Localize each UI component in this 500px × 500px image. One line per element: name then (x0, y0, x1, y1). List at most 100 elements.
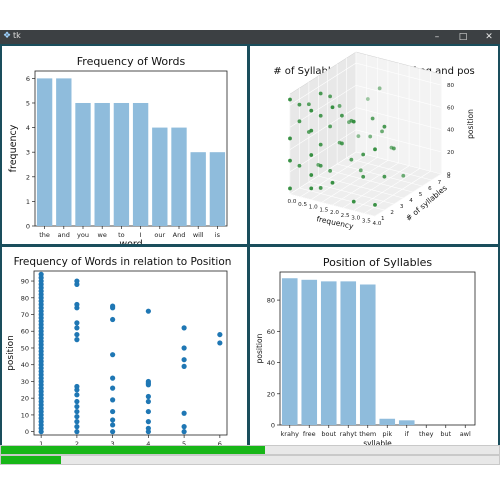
z-tick-label: 40 (447, 128, 455, 134)
minimize-button[interactable]: – (434, 32, 440, 42)
y-tick-label: 2 (26, 173, 30, 181)
x-tick-label: 1.0 (309, 205, 318, 211)
syllables-3d-chart: # of Syllables in relation to freq and p… (273, 51, 475, 231)
scatter-point (74, 331, 80, 338)
scatter3d-point (356, 134, 361, 139)
scatter3d-point (377, 86, 382, 91)
scatter3d-point (309, 108, 314, 113)
scatter-point (181, 410, 187, 416)
bar-to (113, 102, 130, 226)
scatter-point (74, 408, 80, 415)
scatter3d-point (309, 173, 314, 177)
progress-bar-1 (0, 445, 500, 455)
scatter-point (110, 408, 116, 415)
x-tick-label: 3.5 (362, 218, 371, 224)
x-tick-label: 1 (39, 440, 43, 448)
scatter3d-point (382, 174, 387, 179)
scatter-point (181, 325, 187, 331)
y-axis-label: position (255, 333, 264, 363)
scatter3d-point (288, 186, 292, 191)
scatter-point (110, 352, 116, 358)
y-tick-label: 10 (21, 411, 29, 419)
y-tick-label: 6 (26, 75, 30, 83)
y-tick-label: 0 (26, 223, 30, 231)
close-button[interactable]: ✕ (485, 32, 493, 42)
bar-And (171, 127, 187, 226)
scatter3d-point (370, 116, 375, 121)
scatter-point (217, 340, 223, 346)
x-tick-label: you (77, 231, 89, 239)
x-tick-label: 3.0 (351, 216, 360, 222)
x-tick-label: to (118, 231, 125, 239)
scatter-point (181, 345, 187, 351)
scatter-point (74, 413, 80, 420)
bar-the (36, 78, 53, 226)
x-tick-label: 2.0 (330, 210, 339, 216)
scatter3d-point (318, 163, 323, 168)
scatter3d-point (288, 136, 292, 141)
grid-line (289, 84, 442, 128)
z-tick-label: 20 (447, 150, 455, 156)
scatter3d-point (328, 94, 333, 99)
scatter-point (74, 337, 80, 343)
window-title: tk (13, 31, 21, 40)
progress-bar-2 (0, 455, 500, 465)
x-tick-label: 5 (182, 440, 186, 448)
x-tick-label: 2.5 (341, 213, 350, 219)
bar-free (301, 279, 318, 425)
scatter3d-point (365, 97, 370, 101)
scatter-point (110, 385, 116, 391)
x-tick-label: free (303, 430, 316, 438)
bar-rahyt (340, 281, 357, 425)
chart-title: Frequency of Words in relation to Positi… (14, 256, 232, 268)
position-scatter-panel: Frequency of Words in relation to Positi… (2, 247, 247, 454)
scatter3d-point (288, 158, 292, 163)
y-tick-label: 90 (21, 278, 29, 286)
scatter-point (145, 378, 151, 385)
y-tick-label: 2 (390, 210, 394, 216)
scatter-point (110, 417, 116, 423)
grid-line (289, 107, 442, 150)
scatter-point (181, 357, 187, 363)
maximize-button[interactable]: □ (458, 32, 468, 42)
scatter3d-point (328, 168, 333, 173)
scatter-point (74, 419, 80, 425)
scatter3d-point (297, 119, 302, 124)
y-tick-label: 6 (428, 186, 432, 192)
x-tick-label: 1.5 (319, 207, 328, 213)
scatter3d-point (288, 97, 292, 102)
z-tick-label: 0 (447, 172, 451, 178)
python-feather-icon: ❖ (3, 31, 12, 41)
scatter3d-point (361, 152, 366, 157)
y-tick-label: 80 (21, 294, 29, 302)
scatter3d-point (309, 186, 314, 191)
scatter-point (74, 424, 80, 430)
x-tick-label: 0.5 (298, 202, 307, 208)
scatter-point (74, 392, 80, 398)
y-tick-label: 50 (21, 344, 29, 352)
y-tick-label: 1 (26, 198, 30, 206)
bar-I (132, 102, 149, 226)
scatter-point (217, 331, 223, 338)
scatter-point (145, 408, 151, 415)
scatter-point (110, 303, 116, 309)
scatter-point (74, 320, 80, 326)
x-tick-label: is (215, 231, 221, 239)
y-tick-label: 5 (419, 192, 423, 198)
z-axis-label: position (466, 109, 475, 139)
plot-frame (279, 271, 476, 426)
y-tick-label: 40 (267, 359, 275, 367)
grid-line (289, 129, 442, 173)
x-tick-label: our (154, 231, 165, 239)
x-tick-label: And (173, 231, 186, 239)
scatter-point (145, 393, 151, 400)
scatter3d-point (297, 102, 302, 107)
x-tick-label: pik (382, 430, 392, 438)
bar-pik (379, 418, 396, 425)
scatter3d-point (358, 168, 363, 173)
scatter-point (181, 424, 187, 430)
